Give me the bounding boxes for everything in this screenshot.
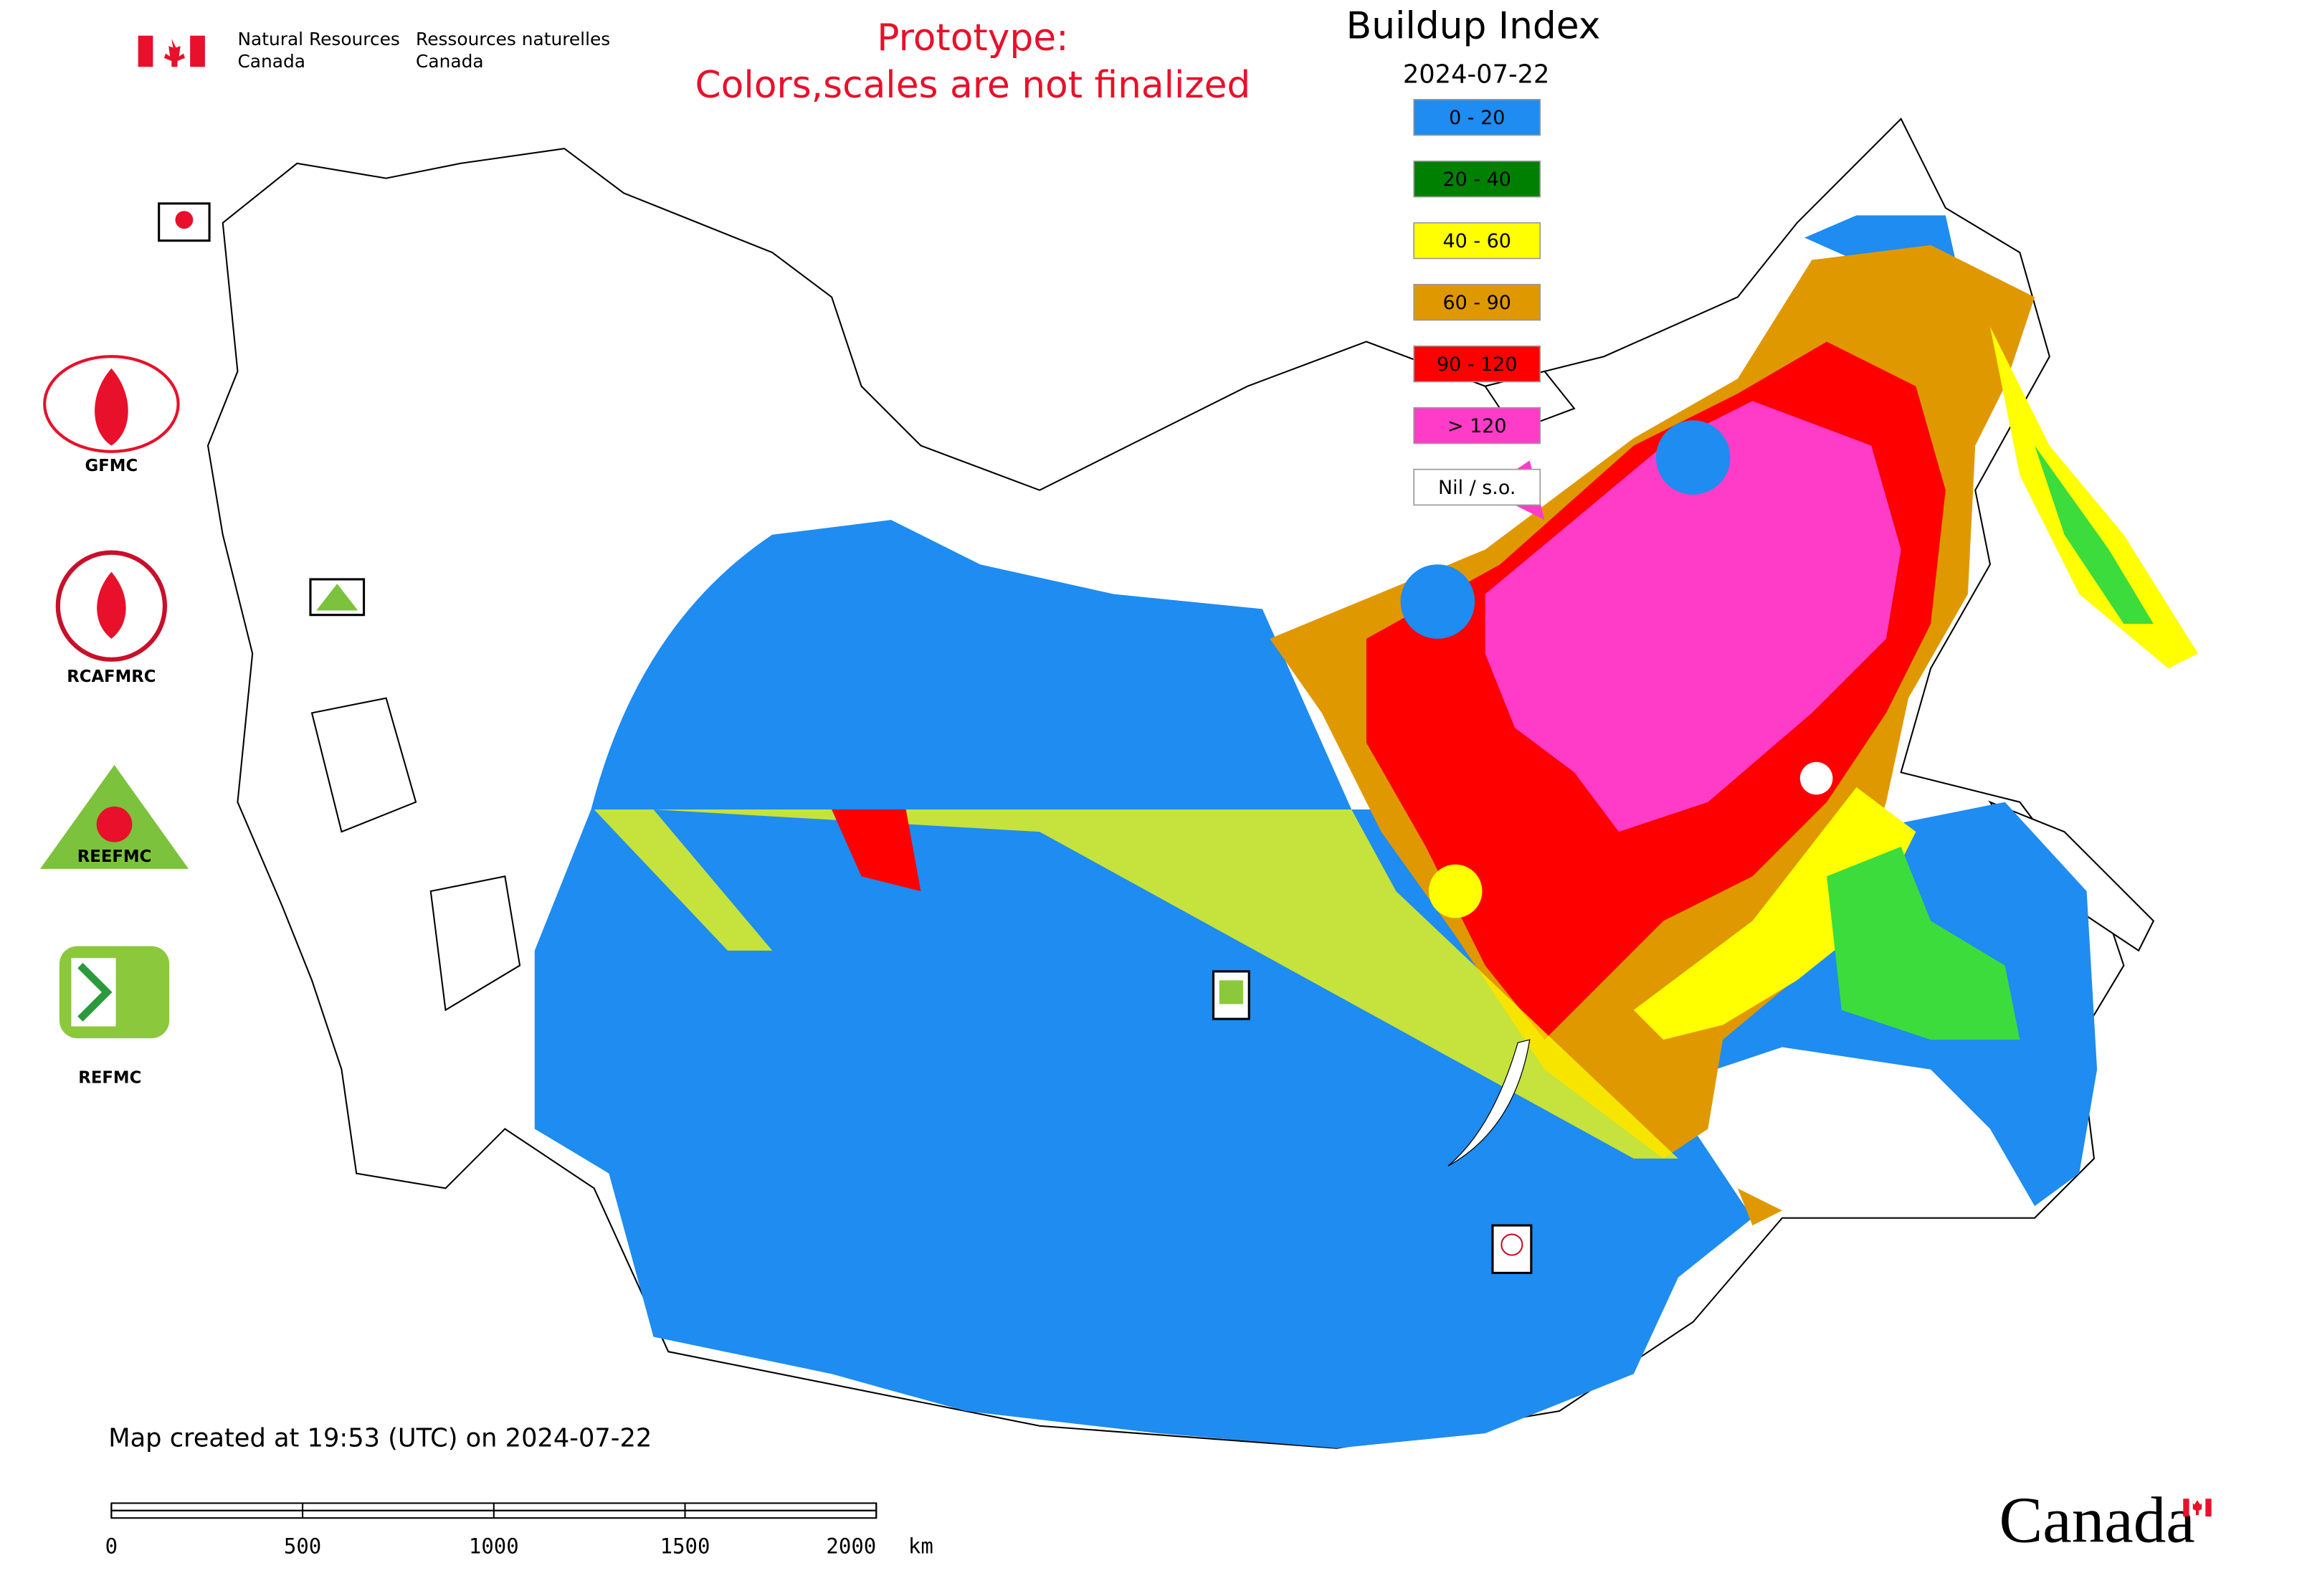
dept-fr: Ressources naturelles [416, 29, 610, 49]
legend-date: 2024-07-22 [1403, 60, 1550, 90]
legend-swatch [1413, 345, 1541, 383]
legend-swatch [1413, 468, 1541, 506]
legend-swatch [1413, 98, 1541, 136]
prototype-notice: Colors,scales are not finalized [695, 64, 1251, 107]
goc-signature: Natural Resources Canada Ressources natu… [138, 29, 610, 72]
legend: 0 - 20 20 - 40 40 - 60 60 - 90 90 - 120 > 120… [1413, 98, 1541, 506]
legend-label: 40 - 60 [1443, 230, 1511, 252]
prototype-notice: Prototype: [877, 16, 1068, 60]
bui-coverage [534, 215, 2198, 1448]
canada-wordmark: Canada [1999, 1484, 2212, 1557]
legend-label: 20 - 40 [1443, 168, 1511, 191]
dept-en: Natural Resources [237, 29, 399, 49]
legend-swatch [1413, 407, 1541, 445]
scale-label: 1000 [469, 1534, 519, 1559]
partner-logos: GFMC RCAFMRC REEFMC REFMC [39, 202, 1533, 1274]
logo-label: GFMC [85, 457, 138, 475]
scale-label: 0 [105, 1534, 118, 1559]
legend-label: Nil / s.o. [1438, 477, 1516, 499]
dept-fr: Canada [416, 51, 484, 72]
scale-unit: km [908, 1534, 933, 1559]
scale-label: 2000 [826, 1534, 876, 1559]
legend-title: Buildup Index [1346, 4, 1601, 47]
legend-swatch [1413, 283, 1541, 321]
scale-bar: 0 500 1000 1500 2000 km [105, 1502, 933, 1559]
legend-swatch [1413, 160, 1541, 198]
scale-label: 1500 [660, 1534, 710, 1559]
logo-label: REEFMC [77, 847, 152, 866]
map-created: Map created at 19:53 (UTC) on 2024-07-22 [108, 1423, 652, 1453]
lake [1447, 1039, 1531, 1167]
legend-label: 90 - 120 [1437, 353, 1517, 376]
legend-label: > 120 [1447, 415, 1507, 437]
legend-swatch [1413, 222, 1541, 260]
legend-label: 60 - 90 [1443, 292, 1511, 314]
logo-label: RCAFMRC [67, 668, 156, 686]
legend-label: 0 - 20 [1449, 107, 1505, 129]
logo-label: REFMC [78, 1069, 141, 1088]
scale-label: 500 [284, 1534, 321, 1559]
dept-en: Canada [237, 51, 305, 72]
wordmark: Canada [1999, 1484, 2194, 1557]
